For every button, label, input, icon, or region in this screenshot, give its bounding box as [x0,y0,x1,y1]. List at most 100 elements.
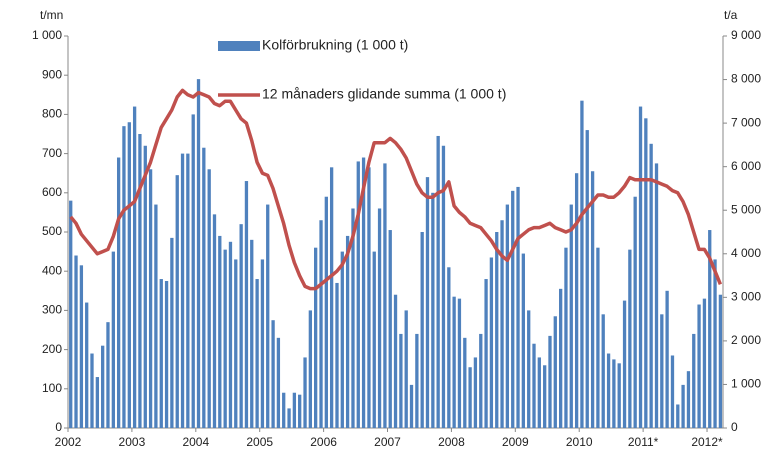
bar [180,153,185,428]
line [69,88,723,291]
bar [425,177,430,428]
bar [148,169,153,428]
bar [564,247,568,428]
y2-tick-label: 8 000 [731,72,761,86]
bar [223,249,227,428]
bar [447,267,451,428]
bar [681,384,685,428]
bar [170,237,174,428]
bar [329,167,334,428]
y-tick-label: 1 000 [32,28,62,42]
bar [537,357,541,428]
bar [383,163,387,428]
bar [207,169,211,428]
x-tick-label: 2007 [374,435,401,449]
x-tick-label: 2006 [310,435,337,449]
bar [713,259,717,428]
legend-label: Kolförbrukning (1 000 t) [262,37,408,53]
bar [644,118,648,428]
x-tick-label: 2004 [182,435,209,449]
bar [356,161,360,428]
y2-tick-label: 6 000 [731,159,761,173]
bar [186,153,190,428]
y-tick-label: 200 [42,342,62,356]
bar [548,335,552,428]
bar [468,367,472,428]
bar [628,249,632,428]
bar [601,314,605,428]
bar [452,296,456,428]
bar [143,145,147,428]
bar [106,322,110,428]
bar [420,232,424,428]
bar [495,232,499,428]
bar [260,259,265,428]
x-tick-label: 2008 [438,435,465,449]
y-tick-label: 400 [42,263,62,277]
bar [244,181,249,428]
bar [255,279,259,428]
bar [74,255,78,428]
bar [175,175,179,428]
y2-tick-label: 1 000 [731,377,761,391]
x-tick-label: 2005 [246,435,273,449]
bar [159,279,163,428]
bar [516,186,520,428]
bar [612,359,616,428]
bar [633,196,637,428]
bar [505,204,510,428]
y-tick-label: 600 [42,185,62,199]
x-tick-label: 2010 [566,435,593,449]
x-tick-label: 2009 [502,435,529,449]
y-tick-label: 100 [42,381,62,395]
bar [90,353,94,428]
bar [409,384,414,428]
y2-tick-label: 5 000 [731,202,761,216]
bar [590,171,595,429]
y-tick-label: 0 [55,420,62,434]
bar [585,130,589,428]
bar [308,310,313,428]
bar [670,355,675,428]
bar [521,253,525,428]
bar [127,122,131,429]
bar [95,377,100,428]
bar [686,371,691,428]
bar [196,79,201,429]
y-tick-label: 300 [42,303,62,317]
bar [708,230,712,428]
y2-tick-label: 2 000 [731,333,761,347]
bar [649,143,653,429]
bar [622,300,627,428]
y2-tick-label: 3 000 [731,290,761,304]
bar [340,251,344,428]
bar [559,288,563,428]
bar [388,230,392,428]
bar [532,343,536,428]
bar [718,294,723,428]
bar [276,337,281,428]
bar [271,320,275,428]
bar [314,247,318,428]
y-tick-label: 800 [42,107,62,121]
bar [154,204,158,428]
bar [617,363,621,428]
bar [553,316,557,428]
bar [202,147,206,428]
bar [473,357,478,428]
bar [138,134,142,428]
bar [132,106,137,428]
bar [543,365,547,428]
y2-tick-label: 0 [731,420,738,434]
bar [569,204,573,428]
bar [212,214,217,428]
bar [345,235,350,428]
bar [702,298,707,428]
bar [191,114,195,429]
bar [282,392,286,428]
bar [361,157,366,428]
bar [404,310,408,428]
bar [431,192,435,428]
bar [660,314,664,428]
bar [101,345,105,428]
